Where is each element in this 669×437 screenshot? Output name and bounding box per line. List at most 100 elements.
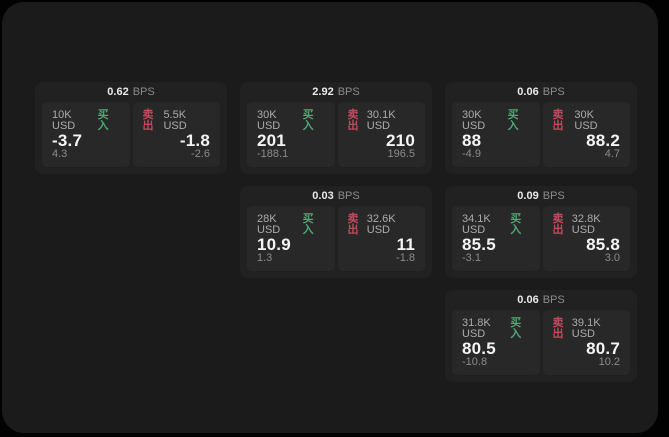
buy-value: 85.5: [462, 235, 496, 254]
buy-panel-top: 34.1K USD 买入: [462, 214, 530, 236]
bps-header: 2.92 BPS: [240, 82, 432, 102]
buy-value: 10.9: [257, 235, 291, 254]
card-body: 31.8K USD 买入 80.5 -10.8 卖出 39.1K USD 80.…: [445, 310, 637, 382]
bps-header: 0.06 BPS: [445, 82, 637, 102]
buy-sub-value: 1.3: [257, 252, 273, 264]
quote-card: 2.92 BPS 30K USD 买入 201 -188.1 卖出 30.1K …: [240, 82, 432, 174]
bps-unit: BPS: [337, 86, 360, 98]
buy-panel-top: 28K USD 买入: [257, 214, 325, 236]
sell-sub-value: 10.2: [598, 356, 620, 368]
sell-amount: 32.6K USD: [366, 213, 396, 236]
buy-side-label: 买入: [302, 109, 314, 132]
sell-sub-value: -1.8: [396, 252, 415, 264]
buy-amount: 10K USD: [52, 109, 76, 132]
card-body: 30K USD 买入 88 -4.9 卖出 30K USD 88.2 4.7: [445, 102, 637, 174]
bps-unit: BPS: [542, 190, 565, 202]
cards-grid: 0.62 BPS 10K USD 买入 -3.7 4.3 卖出 5.5K USD: [35, 82, 637, 382]
bps-header: 0.06 BPS: [445, 290, 637, 310]
quote-card: 0.06 BPS 31.8K USD 买入 80.5 -10.8 卖出 39.1…: [445, 290, 637, 382]
sell-side-label: 卖出: [142, 109, 154, 132]
sell-amount: 30K USD: [574, 109, 598, 132]
sell-panel[interactable]: 卖出 39.1K USD 80.7 10.2: [542, 310, 630, 375]
sell-panel-top: 卖出 32.6K USD: [348, 214, 416, 236]
sell-amount: 39.1K USD: [571, 317, 601, 340]
sell-value: 210: [386, 131, 415, 150]
sell-panel-top: 卖出 5.5K USD: [143, 110, 211, 132]
buy-amount: 28K USD: [257, 213, 281, 236]
sell-panel[interactable]: 卖出 5.5K USD -1.8 -2.6: [132, 102, 220, 167]
sell-side-label: 卖出: [552, 109, 564, 132]
card-body: 34.1K USD 买入 85.5 -3.1 卖出 32.8K USD 85.8…: [445, 206, 637, 278]
buy-amount: 34.1K USD: [462, 213, 491, 236]
buy-sub-value: -3.1: [462, 252, 481, 264]
bps-header: 0.62 BPS: [35, 82, 227, 102]
sell-sub-value: 4.7: [604, 148, 620, 160]
buy-panel-top: 30K USD 买入: [257, 110, 325, 132]
bps-header: 0.09 BPS: [445, 186, 637, 206]
card-body: 28K USD 买入 10.9 1.3 卖出 32.6K USD 11 -1.8: [240, 206, 432, 278]
sell-side-label: 卖出: [347, 109, 359, 132]
quote-card: 0.06 BPS 30K USD 买入 88 -4.9 卖出 30K USD: [445, 82, 637, 174]
sell-sub-value: 196.5: [387, 148, 415, 160]
bps-value: 0.03: [312, 190, 334, 202]
card-body: 30K USD 买入 201 -188.1 卖出 30.1K USD 210 1…: [240, 102, 432, 174]
bps-value: 0.62: [107, 86, 129, 98]
buy-panel[interactable]: 30K USD 买入 88 -4.9: [452, 102, 540, 167]
sell-side-label: 卖出: [552, 317, 564, 340]
buy-side-label: 买入: [510, 317, 522, 340]
sell-panel[interactable]: 卖出 32.6K USD 11 -1.8: [337, 206, 425, 271]
sell-panel[interactable]: 卖出 32.8K USD 85.8 3.0: [542, 206, 630, 271]
sell-value: -1.8: [179, 131, 210, 150]
buy-panel[interactable]: 34.1K USD 买入 85.5 -3.1: [452, 206, 540, 271]
sell-value: 80.7: [586, 339, 620, 358]
buy-panel[interactable]: 10K USD 买入 -3.7 4.3: [42, 102, 130, 167]
quote-card: 0.03 BPS 28K USD 买入 10.9 1.3 卖出 32.6K US…: [240, 186, 432, 278]
buy-sub-value: 4.3: [52, 148, 68, 160]
bps-value: 0.09: [517, 190, 539, 202]
quote-card: 0.09 BPS 34.1K USD 买入 85.5 -3.1 卖出 32.8K…: [445, 186, 637, 278]
buy-value: 201: [257, 131, 286, 150]
bps-header: 0.03 BPS: [240, 186, 432, 206]
sell-sub-value: 3.0: [604, 252, 620, 264]
sell-panel-top: 卖出 32.8K USD: [553, 214, 621, 236]
buy-side-label: 买入: [507, 109, 519, 132]
sell-panel-top: 卖出 39.1K USD: [553, 318, 621, 340]
sell-side-label: 卖出: [552, 213, 564, 236]
buy-panel-top: 10K USD 买入: [52, 110, 120, 132]
bps-unit: BPS: [542, 294, 565, 306]
buy-sub-value: -10.8: [462, 356, 488, 368]
sell-value: 11: [396, 235, 415, 254]
sell-value: 85.8: [586, 235, 620, 254]
sell-amount: 5.5K USD: [163, 109, 187, 132]
buy-amount: 30K USD: [462, 109, 486, 132]
sell-panel[interactable]: 卖出 30K USD 88.2 4.7: [542, 102, 630, 167]
buy-side-label: 买入: [97, 109, 109, 132]
buy-panel[interactable]: 28K USD 买入 10.9 1.3: [247, 206, 335, 271]
buy-value: -3.7: [52, 131, 83, 150]
bps-value: 0.06: [517, 86, 539, 98]
buy-side-label: 买入: [510, 213, 522, 236]
buy-sub-value: -4.9: [462, 148, 481, 160]
buy-amount: 31.8K USD: [462, 317, 491, 340]
sell-panel-top: 卖出 30.1K USD: [348, 110, 416, 132]
sell-amount: 30.1K USD: [366, 109, 396, 132]
buy-panel-top: 31.8K USD 买入: [462, 318, 530, 340]
bps-value: 2.92: [312, 86, 334, 98]
buy-value: 88: [462, 131, 482, 150]
buy-panel[interactable]: 31.8K USD 买入 80.5 -10.8: [452, 310, 540, 375]
app-surface: 0.62 BPS 10K USD 买入 -3.7 4.3 卖出 5.5K USD: [2, 2, 658, 433]
bps-unit: BPS: [132, 86, 155, 98]
buy-amount: 30K USD: [257, 109, 281, 132]
buy-panel-top: 30K USD 买入: [462, 110, 530, 132]
sell-side-label: 卖出: [347, 213, 359, 236]
bps-unit: BPS: [542, 86, 565, 98]
buy-value: 80.5: [462, 339, 496, 358]
sell-amount: 32.8K USD: [571, 213, 601, 236]
sell-sub-value: -2.6: [191, 148, 210, 160]
card-body: 10K USD 买入 -3.7 4.3 卖出 5.5K USD -1.8 -2.…: [35, 102, 227, 174]
buy-side-label: 买入: [302, 213, 314, 236]
buy-panel[interactable]: 30K USD 买入 201 -188.1: [247, 102, 335, 167]
buy-sub-value: -188.1: [257, 148, 289, 160]
sell-panel[interactable]: 卖出 30.1K USD 210 196.5: [337, 102, 425, 167]
quote-card: 0.62 BPS 10K USD 买入 -3.7 4.3 卖出 5.5K USD: [35, 82, 227, 174]
